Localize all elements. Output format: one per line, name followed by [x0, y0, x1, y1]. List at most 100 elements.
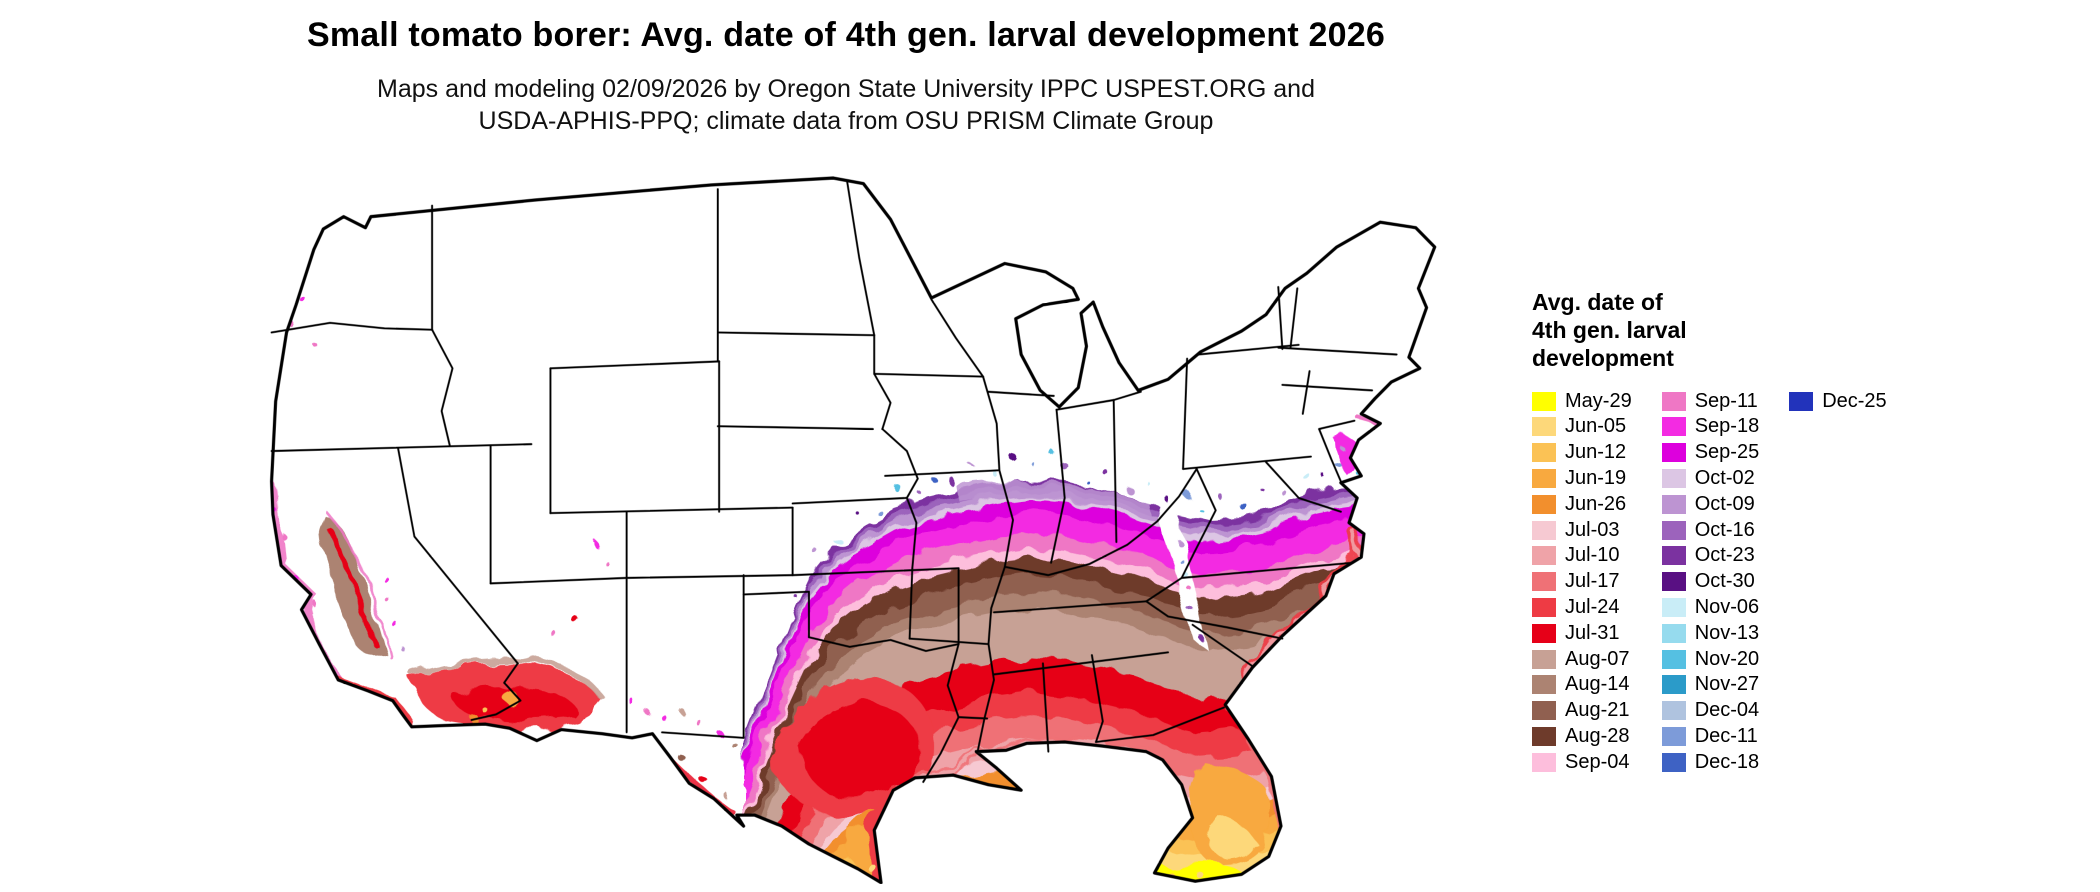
legend-entry: Sep-04: [1532, 749, 1632, 775]
legend-entry-label: Nov-06: [1694, 595, 1760, 618]
legend-entry-label: Oct-30: [1694, 570, 1755, 593]
legend-entry-label: Oct-16: [1694, 518, 1755, 541]
legend-swatch: [1661, 649, 1686, 669]
legend-swatch: [1532, 649, 1556, 669]
legend-column: May-29 Jun-05 Jun-12 Jun-19 Jun-26 Jul-03 Jul-…: [1532, 388, 1632, 775]
legend-entry-label: Oct-23: [1694, 544, 1755, 567]
legend-entry: Nov-27: [1661, 672, 1760, 698]
legend-entry: Oct-16: [1661, 517, 1760, 543]
legend-entry-label: Jul-03: [1565, 518, 1620, 541]
legend-entry-label: Aug-14: [1565, 673, 1630, 696]
legend-entry-label: Dec-04: [1694, 699, 1760, 722]
legend-swatch: [1661, 443, 1686, 463]
legend-entry: Oct-09: [1661, 491, 1760, 517]
legend-swatch: [1532, 546, 1556, 566]
legend-entry-label: Jul-24: [1565, 595, 1620, 618]
legend-swatch: [1789, 391, 1814, 411]
legend-entry: Jul-24: [1532, 595, 1632, 621]
legend-entry: Aug-21: [1532, 698, 1632, 724]
legend-column: Sep-11 Sep-18 Sep-25 Oct-02 Oct-09 Oct-16 Oct-…: [1661, 388, 1760, 775]
legend-swatch: [1661, 417, 1686, 437]
legend-swatch: [1661, 546, 1686, 566]
legend-swatch: [1661, 520, 1686, 540]
legend-entry: Oct-30: [1661, 569, 1760, 595]
legend-entry-label: Dec-25: [1822, 389, 1887, 412]
legend-swatch: [1661, 726, 1686, 746]
legend-entry-label: May-29: [1565, 389, 1632, 412]
map-state-borders: [270, 179, 1398, 783]
legend-swatch: [1532, 468, 1556, 488]
legend-swatch: [1661, 701, 1686, 721]
legend-entry: Jul-10: [1532, 543, 1632, 569]
map-outline: [269, 176, 1437, 884]
legend-entry-label: Jun-19: [1565, 466, 1627, 489]
legend-entry: Dec-11: [1661, 724, 1760, 750]
legend-entry: Oct-02: [1661, 466, 1760, 492]
legend-entry: Dec-18: [1661, 749, 1760, 775]
legend-entry: Jun-19: [1532, 466, 1632, 492]
legend-title-line2: 4th gen. larval: [1532, 317, 1687, 344]
legend-entry-label: Oct-09: [1694, 492, 1755, 515]
legend-swatch: [1661, 494, 1686, 514]
legend-entry: Nov-13: [1661, 620, 1760, 646]
legend-entry-label: Jun-12: [1565, 441, 1627, 464]
legend-swatch: [1532, 520, 1556, 540]
legend-entry: Aug-14: [1532, 672, 1632, 698]
legend-entry: Jul-03: [1532, 517, 1632, 543]
legend-entry: Dec-25: [1789, 388, 1887, 414]
legend-swatch: [1661, 623, 1686, 643]
legend-entry: Nov-06: [1661, 595, 1760, 621]
legend-entry-label: Jul-10: [1565, 544, 1620, 567]
legend-entry: Sep-11: [1661, 388, 1760, 414]
legend-swatch: [1532, 726, 1556, 746]
legend-entry: Dec-04: [1661, 698, 1760, 724]
legend-swatch: [1661, 468, 1686, 488]
us-choropleth-map-svg: [194, 167, 1500, 884]
legend-swatch: [1661, 752, 1686, 772]
legend-entry-label: Dec-11: [1694, 724, 1758, 747]
legend-entry-label: Sep-04: [1565, 750, 1630, 773]
us-choropleth-map: [194, 167, 1500, 884]
legend-swatch: [1532, 701, 1556, 721]
legend-entry-label: Nov-27: [1694, 673, 1760, 696]
legend-entry-label: Jun-05: [1565, 415, 1627, 438]
legend-swatch: [1661, 675, 1686, 695]
legend-entry: Sep-25: [1661, 440, 1760, 466]
legend-entry: Aug-28: [1532, 724, 1632, 750]
legend-entry-label: Jul-17: [1565, 570, 1620, 593]
legend-swatch: [1532, 391, 1556, 411]
legend-entry: Jun-05: [1532, 414, 1632, 440]
legend-swatch: [1532, 572, 1556, 592]
legend-entry-label: Aug-07: [1565, 647, 1630, 670]
legend-entry-label: Aug-21: [1565, 699, 1630, 722]
legend-column: Dec-25: [1789, 388, 1887, 414]
figure-title: Small tomato borer: Avg. date of 4th gen…: [307, 16, 1385, 54]
legend-swatch: [1532, 752, 1556, 772]
legend-entry-label: Dec-18: [1694, 750, 1760, 773]
legend-entry: Oct-23: [1661, 543, 1760, 569]
legend-entry: Aug-07: [1532, 646, 1632, 672]
legend-title-line3: development: [1532, 345, 1674, 372]
legend-entry: Jun-12: [1532, 440, 1632, 466]
legend-entry-label: Oct-02: [1694, 466, 1755, 489]
legend-entry-label: Sep-25: [1694, 441, 1760, 464]
legend-swatch: [1661, 391, 1686, 411]
legend-swatch: [1532, 597, 1556, 617]
legend-entry-label: Sep-11: [1694, 389, 1758, 412]
legend-entry-label: Sep-18: [1694, 415, 1760, 438]
legend-title: Avg. date of 4th gen. larval development: [1532, 288, 1887, 372]
legend-swatch: [1532, 443, 1556, 463]
legend-swatch: [1532, 623, 1556, 643]
legend-swatch: [1661, 597, 1686, 617]
legend-swatch: [1532, 494, 1556, 514]
legend-entry-label: Jul-31: [1565, 621, 1620, 644]
figure-subtitle-line1: Maps and modeling 02/09/2026 by Oregon S…: [377, 75, 1315, 103]
legend-entry-label: Nov-20: [1694, 647, 1760, 670]
legend-entry-label: Aug-28: [1565, 724, 1630, 747]
legend: Avg. date of 4th gen. larval development…: [1532, 288, 1887, 775]
legend-swatch: [1532, 417, 1556, 437]
legend-entry-label: Nov-13: [1694, 621, 1760, 644]
legend-title-line1: Avg. date of: [1532, 289, 1663, 315]
legend-entry-label: Jun-26: [1565, 492, 1627, 515]
legend-swatch: [1661, 572, 1686, 592]
